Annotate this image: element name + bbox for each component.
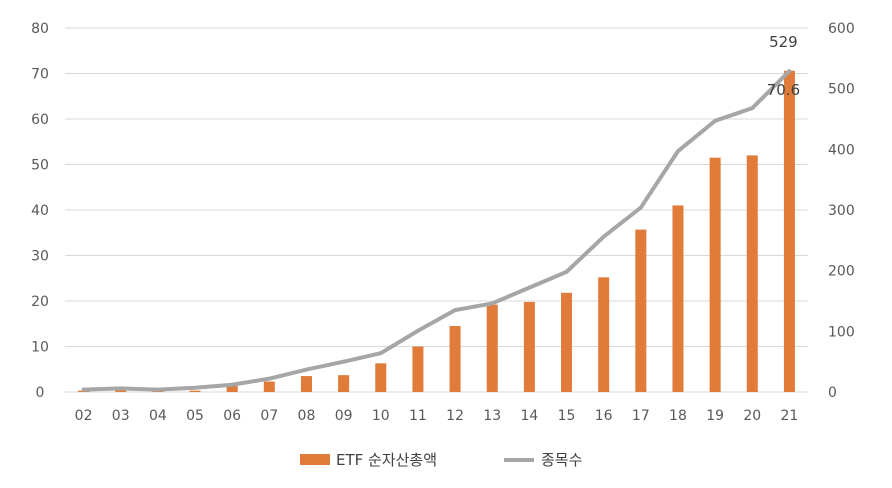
legend-bar-swatch <box>300 454 330 465</box>
line-data-label: 529 <box>769 33 798 51</box>
right-tick-label: 200 <box>828 264 855 280</box>
left-axis-ticks: 0 10 20 30 40 50 60 70 80 <box>31 21 49 401</box>
x-tick-label: 06 <box>223 408 241 424</box>
right-tick-label: 400 <box>828 142 855 158</box>
x-tick-label: 13 <box>483 408 501 424</box>
bar <box>635 229 647 392</box>
series-line <box>81 69 792 392</box>
left-tick-label: 20 <box>31 294 49 310</box>
right-tick-label: 600 <box>828 21 855 37</box>
left-tick-label: 70 <box>31 67 49 83</box>
bar <box>115 390 127 392</box>
x-tick-label: 07 <box>260 408 278 424</box>
x-axis-ticks: 02 03 04 05 06 07 08 09 10 11 12 13 14 15 16 17 18 19 20 21 <box>75 408 799 424</box>
x-tick-label: 19 <box>706 408 724 424</box>
left-tick-label: 10 <box>31 340 49 356</box>
x-tick-label: 16 <box>595 408 613 424</box>
x-tick-label: 02 <box>75 408 93 424</box>
legend-line-label: 종목수 <box>541 451 582 469</box>
bar <box>523 301 535 392</box>
bar <box>561 292 573 392</box>
bar <box>746 155 758 392</box>
bar <box>449 326 461 392</box>
bar <box>263 381 275 392</box>
bar <box>783 70 795 393</box>
line-series <box>81 69 792 392</box>
x-tick-label: 08 <box>298 408 316 424</box>
right-tick-label: 100 <box>828 324 855 340</box>
left-tick-label: 50 <box>31 158 49 174</box>
bar <box>338 375 350 392</box>
bar <box>189 390 201 392</box>
bar <box>598 277 610 392</box>
right-axis-ticks: 0 100 200 300 400 500 600 <box>828 21 855 401</box>
right-tick-label: 500 <box>828 82 855 98</box>
x-tick-label: 20 <box>743 408 761 424</box>
x-tick-label: 04 <box>149 408 167 424</box>
left-tick-label: 80 <box>31 21 49 37</box>
bar <box>300 376 312 392</box>
bar-data-label: 70.6 <box>767 81 800 99</box>
x-tick-label: 03 <box>112 408 130 424</box>
left-tick-label: 30 <box>31 249 49 265</box>
x-tick-label: 17 <box>632 408 650 424</box>
x-tick-label: 11 <box>409 408 427 424</box>
x-tick-label: 12 <box>446 408 464 424</box>
left-tick-label: 60 <box>31 112 49 128</box>
x-tick-label: 14 <box>520 408 538 424</box>
bar <box>709 157 721 392</box>
data-labels: 529 70.6 <box>767 33 800 99</box>
bar <box>486 304 498 392</box>
x-tick-label: 18 <box>669 408 687 424</box>
bar <box>226 385 238 392</box>
x-tick-label: 21 <box>781 408 799 424</box>
bar <box>412 346 424 392</box>
legend: ETF 순자산총액 종목수 <box>300 451 582 469</box>
right-tick-label: 300 <box>828 203 855 219</box>
x-tick-label: 09 <box>335 408 353 424</box>
bar <box>375 363 387 392</box>
gridlines <box>65 27 808 393</box>
bar-series <box>78 70 795 393</box>
x-tick-label: 15 <box>558 408 576 424</box>
x-tick-label: 05 <box>186 408 204 424</box>
bar <box>672 205 684 392</box>
x-tick-label: 10 <box>372 408 390 424</box>
right-tick-label: 0 <box>828 385 837 401</box>
left-tick-label: 0 <box>36 385 45 401</box>
left-tick-label: 40 <box>31 203 49 219</box>
legend-bar-label: ETF 순자산총액 <box>336 451 437 469</box>
